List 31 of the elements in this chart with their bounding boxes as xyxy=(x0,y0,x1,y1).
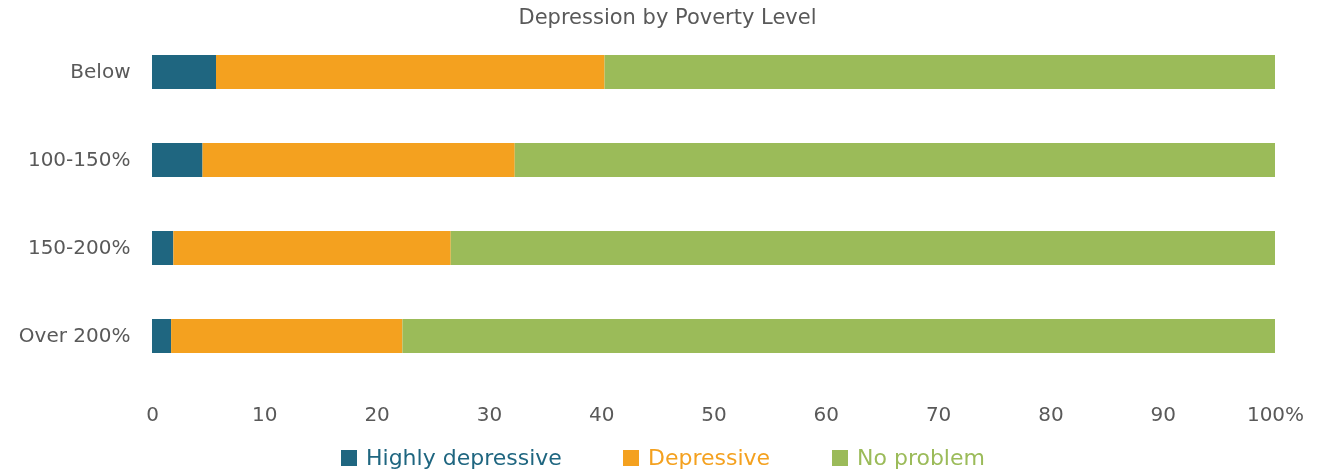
bar xyxy=(152,231,174,265)
x-tick-label: 0 xyxy=(146,401,159,426)
bar xyxy=(173,231,451,265)
bar xyxy=(152,55,217,89)
y-tick-label: Below xyxy=(70,59,131,83)
bar xyxy=(171,319,403,353)
x-tick-label: 60 xyxy=(813,401,840,426)
bar xyxy=(402,319,1275,353)
x-tick-label: 90 xyxy=(1150,401,1176,426)
x-tick-label: 20 xyxy=(364,401,390,426)
y-tick-label: Over 200% xyxy=(18,323,131,347)
bar xyxy=(202,143,515,177)
x-tick-label: 40 xyxy=(588,401,615,426)
x-tick-label: 10 xyxy=(252,401,278,426)
x-tick-label: 70 xyxy=(925,401,952,426)
bar xyxy=(514,143,1275,177)
y-tick-label: 150-200% xyxy=(27,235,131,259)
x-tick-label: 50 xyxy=(701,401,727,426)
y-tick-label: 100-150% xyxy=(27,147,131,171)
x-tick-label: 80 xyxy=(1038,401,1064,426)
bar xyxy=(216,55,605,89)
bar xyxy=(450,231,1275,265)
legend-label: No problem xyxy=(857,445,985,470)
legend-label: Depressive xyxy=(648,445,771,470)
x-tick-label: 30 xyxy=(476,401,503,426)
bar xyxy=(152,143,203,177)
legend-label: Highly depressive xyxy=(366,445,562,470)
bar xyxy=(152,319,172,353)
x-tick-label: 100% xyxy=(1246,401,1305,426)
bar xyxy=(604,55,1275,89)
chart-title: Depression by Poverty Level xyxy=(518,5,817,29)
